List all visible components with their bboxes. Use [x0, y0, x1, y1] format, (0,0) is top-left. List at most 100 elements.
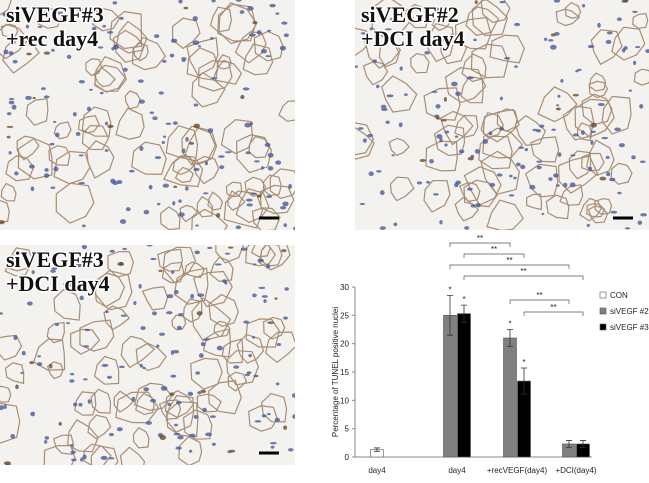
alveolus-wall [355, 122, 375, 156]
micrograph: siVEGF#3+DCI day4 [0, 245, 295, 465]
alveolus-wall [53, 288, 81, 321]
nucleus [275, 160, 282, 165]
alveolus-wall [79, 319, 115, 352]
nucleus [29, 361, 35, 365]
nucleus [198, 353, 204, 358]
nucleus [235, 225, 242, 230]
comparison-bracket [509, 299, 570, 304]
nucleus [368, 171, 374, 177]
alveolus-wall [131, 141, 167, 176]
nucleus [267, 152, 274, 158]
nucleus [606, 171, 611, 177]
nucleus [536, 165, 542, 170]
alveolus-wall [77, 115, 100, 134]
alveolus-wall [235, 134, 273, 174]
nucleus [128, 169, 135, 173]
alveolus-wall [496, 108, 518, 133]
alveolus-wall [158, 399, 182, 420]
alveolus-wall [94, 64, 128, 92]
nucleus [165, 311, 173, 315]
nucleus [563, 182, 568, 188]
nucleus [252, 263, 257, 266]
nucleus [267, 412, 271, 416]
nucleus [622, 0, 629, 3]
nucleus [240, 247, 248, 251]
bar [443, 315, 457, 458]
panel-label: siVEGF#2 [361, 2, 459, 27]
alveolus-wall [465, 6, 500, 36]
nucleus [283, 425, 288, 430]
nucleus [274, 297, 278, 300]
nucleus [44, 168, 49, 172]
nucleus [0, 405, 5, 411]
nucleus [355, 65, 359, 68]
nucleus [6, 112, 12, 116]
alveolus-wall [115, 107, 145, 140]
alveolus-wall [66, 418, 99, 453]
significance-marker: * [522, 358, 525, 367]
significance-marker: * [462, 295, 465, 304]
nucleus [590, 122, 597, 128]
comparison-bracket [463, 253, 525, 258]
nucleus [78, 402, 83, 407]
nucleus [190, 293, 195, 299]
nucleus [580, 130, 585, 135]
nucleus [207, 128, 214, 133]
nucleus [247, 6, 254, 11]
nucleus [26, 52, 32, 56]
nucleus [122, 67, 128, 72]
alveolus-wall [208, 293, 239, 327]
nucleus [112, 1, 118, 5]
alveolus-wall [93, 67, 116, 88]
nucleus [202, 407, 207, 413]
nucleus [267, 166, 274, 171]
nucleus [548, 177, 553, 181]
alveolus-wall [221, 338, 244, 364]
nucleus [84, 328, 90, 332]
nucleus [30, 186, 35, 192]
nucleus [639, 160, 646, 164]
nucleus [10, 40, 16, 45]
nucleus [162, 183, 170, 188]
nucleus [263, 299, 267, 304]
alveolus-wall [260, 245, 283, 267]
nucleus [68, 282, 75, 287]
alveolus-wall [486, 199, 524, 230]
alveolus-wall [209, 6, 233, 33]
alveolus-wall [242, 43, 274, 76]
error-bar [447, 295, 453, 336]
nucleus [224, 151, 232, 154]
nucleus [380, 104, 387, 109]
nucleus [78, 154, 84, 157]
nucleus [496, 173, 503, 177]
nucleus [36, 362, 43, 367]
nucleus [156, 344, 160, 348]
bar-chart: 0 5 10 15 20 25 30 Percentage of TUNEL positive… [331, 234, 649, 475]
nucleus [83, 345, 90, 348]
nucleus [175, 400, 182, 405]
alveolus-wall [196, 195, 214, 218]
alveolus-wall [0, 402, 21, 444]
nucleus [266, 263, 271, 269]
nucleus [499, 0, 506, 4]
nucleus [509, 174, 513, 178]
alveolus-wall [404, 3, 429, 29]
comparison-label: ** [491, 245, 497, 254]
nucleus [557, 152, 562, 157]
alveolus-wall [85, 58, 103, 77]
nucleus [108, 457, 115, 460]
nucleus [556, 184, 560, 187]
comparison-label: ** [506, 256, 512, 265]
nucleus [172, 201, 176, 206]
nucleus [464, 226, 470, 230]
nucleus [51, 267, 58, 270]
nucleus [106, 375, 113, 379]
nucleus [170, 350, 175, 355]
nucleus [73, 402, 78, 407]
nucleus [43, 95, 50, 99]
nucleus [548, 39, 554, 42]
alveolus-wall [269, 168, 295, 199]
nucleus [49, 142, 55, 146]
error-bar [580, 440, 586, 448]
alveolus-wall [213, 320, 231, 338]
